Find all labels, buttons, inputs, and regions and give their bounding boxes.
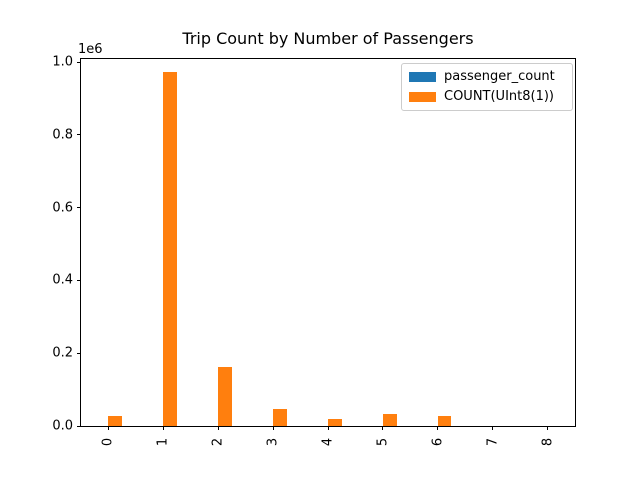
y-tick-label: 0.8 xyxy=(52,127,73,143)
legend-label: COUNT(UInt8(1)) xyxy=(444,88,555,104)
bar xyxy=(218,367,232,426)
x-tick-label: 7 xyxy=(485,437,501,447)
x-tick xyxy=(547,426,549,430)
y-tick xyxy=(77,207,81,209)
y-tick xyxy=(77,279,81,281)
bar xyxy=(328,419,342,426)
x-tick xyxy=(327,426,329,430)
y-tick-label: 0.6 xyxy=(52,200,73,216)
y-tick-label: 1.0 xyxy=(52,54,73,70)
x-tick-label: 4 xyxy=(320,437,336,447)
legend-swatch xyxy=(409,91,436,102)
x-tick xyxy=(162,426,164,430)
x-tick-label: 6 xyxy=(430,437,446,447)
legend-entry: COUNT(UInt8(1)) xyxy=(409,89,564,105)
bar xyxy=(382,414,397,426)
y-tick-label: 0.4 xyxy=(52,272,73,288)
bar xyxy=(108,416,123,426)
x-tick xyxy=(217,426,219,430)
x-tick-label: 8 xyxy=(540,437,556,447)
x-tick-label: 1 xyxy=(155,437,171,447)
plot-area: 0.0 0.2 0.4 0.6 0.8 1.0 0 1 2 3 4 5 6 7 8 xyxy=(52,56,576,446)
y-tick xyxy=(77,425,81,427)
x-tick xyxy=(437,426,439,430)
legend-label: passenger_count xyxy=(444,69,555,85)
legend: passenger_count COUNT(UInt8(1)) xyxy=(401,63,573,111)
y-tick xyxy=(77,352,81,354)
bar xyxy=(163,72,178,426)
x-tick xyxy=(492,426,494,430)
y-tick xyxy=(77,134,81,136)
x-tick-label: 3 xyxy=(265,437,281,447)
legend-swatch xyxy=(409,72,436,83)
x-tick xyxy=(107,426,109,430)
bar xyxy=(273,409,287,426)
y-tick-label: 0.2 xyxy=(52,345,73,361)
bar xyxy=(437,416,452,426)
x-tick-label: 0 xyxy=(100,437,116,447)
legend-entry: passenger_count xyxy=(409,69,564,85)
y-tick-label: 0.0 xyxy=(52,418,73,434)
y-axis-offset-label: 1e6 xyxy=(78,42,103,57)
y-tick xyxy=(77,61,81,63)
chart-title: Trip Count by Number of Passengers xyxy=(182,29,474,48)
x-tick xyxy=(382,426,384,430)
x-tick xyxy=(272,426,274,430)
x-tick-label: 5 xyxy=(375,437,391,447)
x-tick-label: 2 xyxy=(210,437,226,447)
